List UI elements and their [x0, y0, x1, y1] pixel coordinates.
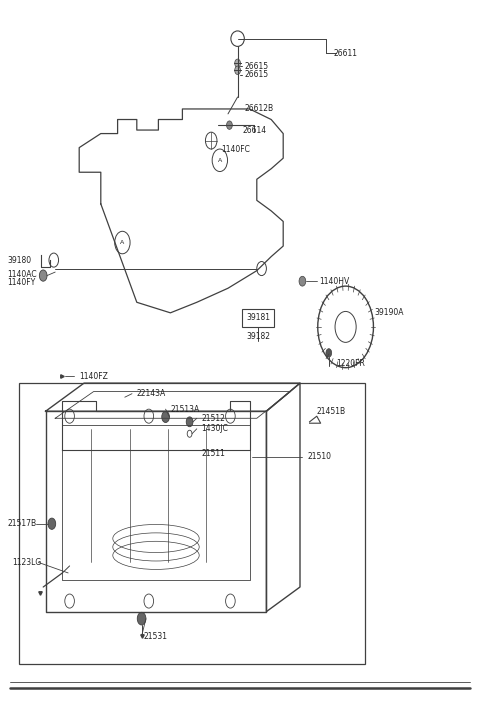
Text: 26615: 26615 [245, 70, 269, 79]
Text: A: A [218, 157, 222, 163]
Text: 1140FZ: 1140FZ [79, 372, 108, 380]
Circle shape [39, 270, 47, 281]
Text: 21513A: 21513A [170, 405, 200, 413]
Circle shape [48, 518, 56, 529]
Bar [242, 309, 274, 327]
Text: 21517B: 21517B [7, 520, 36, 528]
Text: 26612B: 26612B [245, 105, 274, 113]
Circle shape [186, 417, 193, 427]
Text: 26614: 26614 [242, 126, 266, 134]
Text: 39180: 39180 [7, 256, 31, 264]
Text: 1140FC: 1140FC [221, 145, 250, 153]
Text: 21531: 21531 [144, 632, 168, 640]
Circle shape [235, 66, 240, 75]
Circle shape [235, 59, 240, 67]
Text: 26615: 26615 [245, 62, 269, 70]
Bar [19, 383, 365, 664]
Text: 1140AC: 1140AC [7, 270, 37, 278]
Circle shape [299, 276, 306, 286]
Text: 39190A: 39190A [374, 309, 404, 317]
Text: A: A [120, 240, 124, 245]
Text: 21451B: 21451B [317, 407, 346, 415]
Text: 21510: 21510 [307, 453, 331, 461]
Text: 1140HV: 1140HV [319, 277, 349, 285]
Text: 26611: 26611 [334, 49, 358, 58]
Circle shape [326, 349, 332, 357]
Text: 1140FY: 1140FY [7, 278, 36, 287]
Text: 1123LG: 1123LG [12, 558, 41, 567]
Text: 1220FR: 1220FR [336, 359, 365, 368]
Text: 1430JC: 1430JC [202, 425, 228, 433]
Text: 39181: 39181 [246, 314, 270, 322]
Circle shape [162, 411, 169, 423]
Text: 22143A: 22143A [137, 389, 166, 398]
Text: 21511: 21511 [202, 449, 226, 458]
Circle shape [137, 612, 146, 625]
Circle shape [227, 121, 232, 129]
Text: 21512: 21512 [202, 414, 226, 423]
Text: 39182: 39182 [246, 332, 270, 340]
